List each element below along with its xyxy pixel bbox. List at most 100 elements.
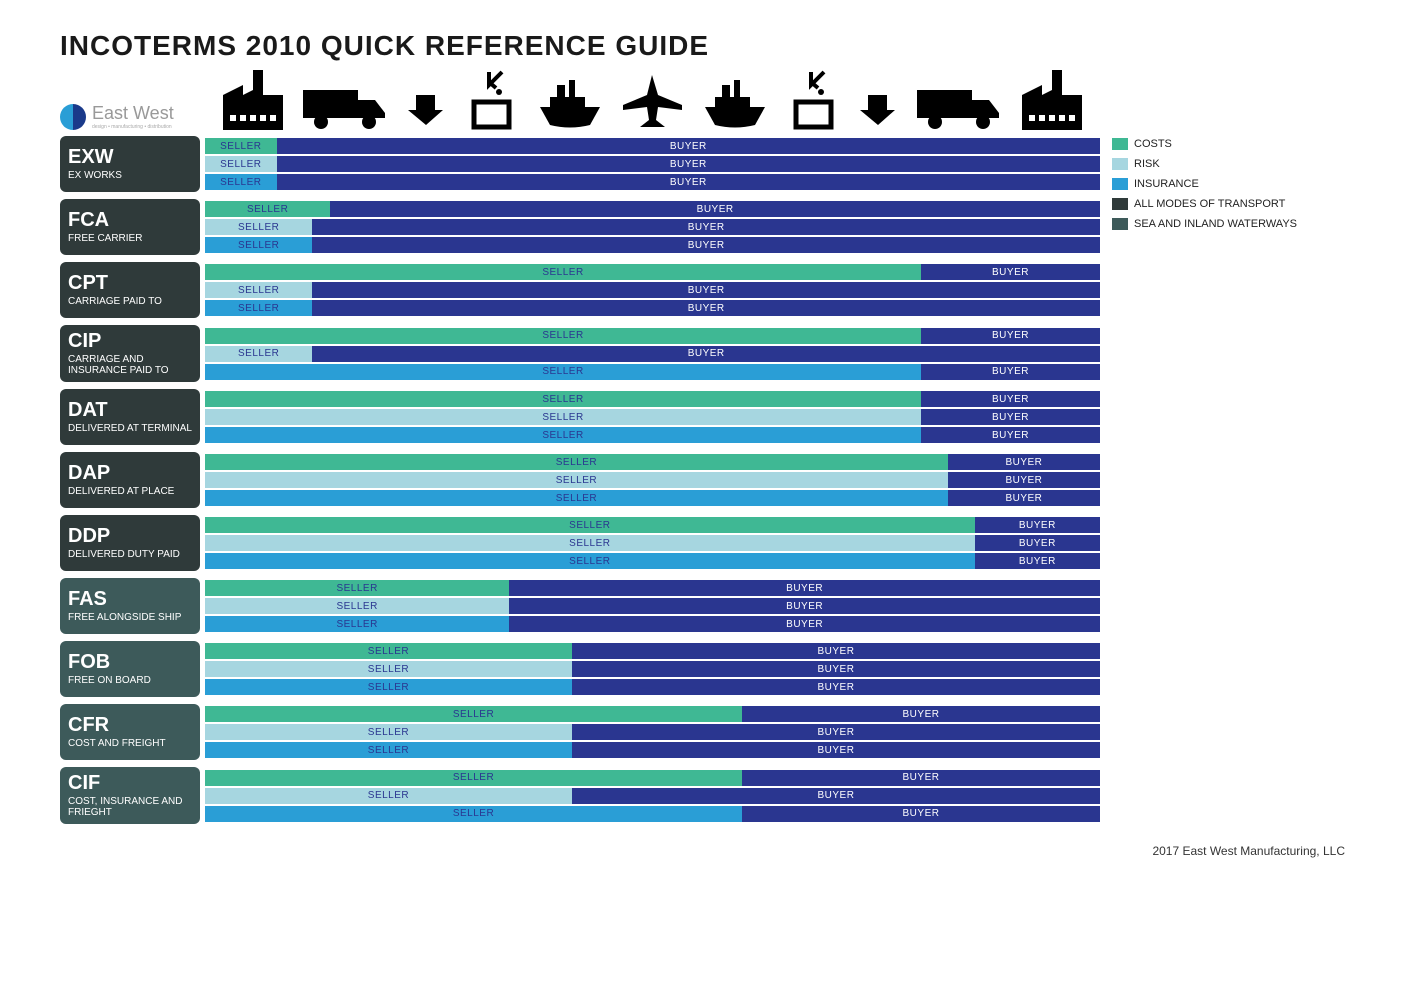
buyer-segment: BUYER xyxy=(572,679,1100,695)
insurance-bar: SELLERBUYER xyxy=(205,490,1100,506)
risk-bar: SELLERBUYER xyxy=(205,661,1100,677)
seller-segment: SELLER xyxy=(205,391,921,407)
insurance-bar: SELLERBUYER xyxy=(205,742,1100,758)
costs-bar: SELLERBUYER xyxy=(205,138,1100,154)
buyer-segment: BUYER xyxy=(742,770,1100,786)
delivery-truck-icon xyxy=(917,85,1002,130)
seller-segment: SELLER xyxy=(205,364,921,380)
costs-bar: SELLERBUYER xyxy=(205,580,1100,596)
risk-bar: SELLERBUYER xyxy=(205,724,1100,740)
seller-segment: SELLER xyxy=(205,454,948,470)
buyer-segment: BUYER xyxy=(572,724,1100,740)
term-label: CPTCARRIAGE PAID TO xyxy=(60,262,200,318)
seller-segment: SELLER xyxy=(205,616,509,632)
term-code: CIP xyxy=(68,331,192,351)
term-code: DDP xyxy=(68,526,192,546)
insurance-bar: SELLERBUYER xyxy=(205,616,1100,632)
buyer-segment: BUYER xyxy=(921,391,1100,407)
buyer-segment: BUYER xyxy=(948,454,1100,470)
seller-segment: SELLER xyxy=(205,346,312,362)
term-name: CARRIAGE AND INSURANCE PAID TO xyxy=(68,354,192,376)
term-name: EX WORKS xyxy=(68,170,192,181)
crane-load-icon xyxy=(464,70,519,130)
seller-segment: SELLER xyxy=(205,770,742,786)
ship-icon xyxy=(535,80,605,130)
legend-item-risk: RISK xyxy=(1112,158,1297,170)
term-bars: SELLERBUYERSELLERBUYERSELLERBUYER xyxy=(205,704,1100,760)
buyer-segment: BUYER xyxy=(277,138,1100,154)
logo-icon xyxy=(60,104,86,130)
plane-icon xyxy=(620,75,685,130)
buyer-segment: BUYER xyxy=(509,598,1100,614)
costs-bar: SELLERBUYER xyxy=(205,517,1100,533)
seller-segment: SELLER xyxy=(205,535,975,551)
seller-segment: SELLER xyxy=(205,742,572,758)
page-title: INCOTERMS 2010 QUICK REFERENCE GUIDE xyxy=(60,30,1345,62)
seller-segment: SELLER xyxy=(205,264,921,280)
seller-segment: SELLER xyxy=(205,679,572,695)
ship-arrival-icon xyxy=(700,80,770,130)
term-label: FASFREE ALONGSIDE SHIP xyxy=(60,578,200,634)
buyer-segment: BUYER xyxy=(509,580,1100,596)
costs-bar: SELLERBUYER xyxy=(205,454,1100,470)
seller-segment: SELLER xyxy=(205,201,330,217)
truck-icon xyxy=(303,85,388,130)
legend-item-allmodes: ALL MODES OF TRANSPORT xyxy=(1112,198,1297,210)
seller-segment: SELLER xyxy=(205,706,742,722)
insurance-bar: SELLERBUYER xyxy=(205,237,1100,253)
seller-segment: SELLER xyxy=(205,156,277,172)
risk-bar: SELLERBUYER xyxy=(205,219,1100,235)
term-code: FCA xyxy=(68,210,192,230)
term-name: COST, INSURANCE AND FRIEGHT xyxy=(68,796,192,818)
term-bars: SELLERBUYERSELLERBUYERSELLERBUYER xyxy=(205,199,1100,255)
legend: COSTS RISK INSURANCE ALL MODES OF TRANSPORT… xyxy=(1112,136,1297,824)
insurance-bar: SELLERBUYER xyxy=(205,679,1100,695)
term-label: DAPDELIVERED AT PLACE xyxy=(60,452,200,508)
legend-item-insurance: INSURANCE xyxy=(1112,178,1297,190)
term-code: DAT xyxy=(68,400,192,420)
buyer-segment: BUYER xyxy=(312,282,1100,298)
term-bars: SELLERBUYERSELLERBUYERSELLERBUYER xyxy=(205,452,1100,508)
seller-segment: SELLER xyxy=(205,237,312,253)
seller-segment: SELLER xyxy=(205,788,572,804)
seller-segment: SELLER xyxy=(205,282,312,298)
crane-unload-icon xyxy=(786,70,841,130)
risk-bar: SELLERBUYER xyxy=(205,346,1100,362)
insurance-bar: SELLERBUYER xyxy=(205,553,1100,569)
term-name: COST AND FREIGHT xyxy=(68,738,192,749)
buyer-segment: BUYER xyxy=(572,661,1100,677)
term-code: EXW xyxy=(68,147,192,167)
legend-swatch xyxy=(1112,158,1128,170)
buyer-segment: BUYER xyxy=(948,490,1100,506)
buyer-segment: BUYER xyxy=(312,219,1100,235)
term-code: CIF xyxy=(68,773,192,793)
term-name: DELIVERED AT TERMINAL xyxy=(68,423,192,434)
brand-tagline: design • manufacturing • distribution xyxy=(92,124,174,130)
insurance-bar: SELLERBUYER xyxy=(205,364,1100,380)
buyer-segment: BUYER xyxy=(312,300,1100,316)
term-label: FOBFREE ON BOARD xyxy=(60,641,200,697)
seller-segment: SELLER xyxy=(205,643,572,659)
seller-segment: SELLER xyxy=(205,517,975,533)
legend-item-costs: COSTS xyxy=(1112,138,1297,150)
costs-bar: SELLERBUYER xyxy=(205,706,1100,722)
term-bars: SELLERBUYERSELLERBUYERSELLERBUYER xyxy=(205,262,1100,318)
term-row-cif: CIFCOST, INSURANCE AND FRIEGHTSELLERBUYE… xyxy=(60,767,1100,824)
term-bars: SELLERBUYERSELLERBUYERSELLERBUYER xyxy=(205,641,1100,697)
term-label: EXW EX WORKS xyxy=(60,136,200,192)
risk-bar: SELLERBUYER xyxy=(205,409,1100,425)
term-row-fob: FOBFREE ON BOARDSELLERBUYERSELLERBUYERSE… xyxy=(60,641,1100,697)
legend-label: ALL MODES OF TRANSPORT xyxy=(1134,198,1285,210)
legend-label: SEA AND INLAND WATERWAYS xyxy=(1134,218,1297,230)
risk-bar: SELLERBUYER xyxy=(205,472,1100,488)
term-bars: SELLERBUYERSELLERBUYERSELLERBUYER xyxy=(205,578,1100,634)
buyer-segment: BUYER xyxy=(277,174,1100,190)
seller-segment: SELLER xyxy=(205,174,277,190)
buyer-segment: BUYER xyxy=(921,364,1100,380)
terms-column: EXWEX WORKSSELLERBUYERSELLERBUYERSELLERB… xyxy=(60,136,1100,824)
legend-swatch xyxy=(1112,138,1128,150)
term-label: CIP CARRIAGE AND INSURANCE PAID TO xyxy=(60,325,200,382)
buyer-segment: BUYER xyxy=(572,643,1100,659)
term-row-fca: FCAFREE CARRIERSELLERBUYERSELLERBUYERSEL… xyxy=(60,199,1100,255)
seller-segment: SELLER xyxy=(205,580,509,596)
